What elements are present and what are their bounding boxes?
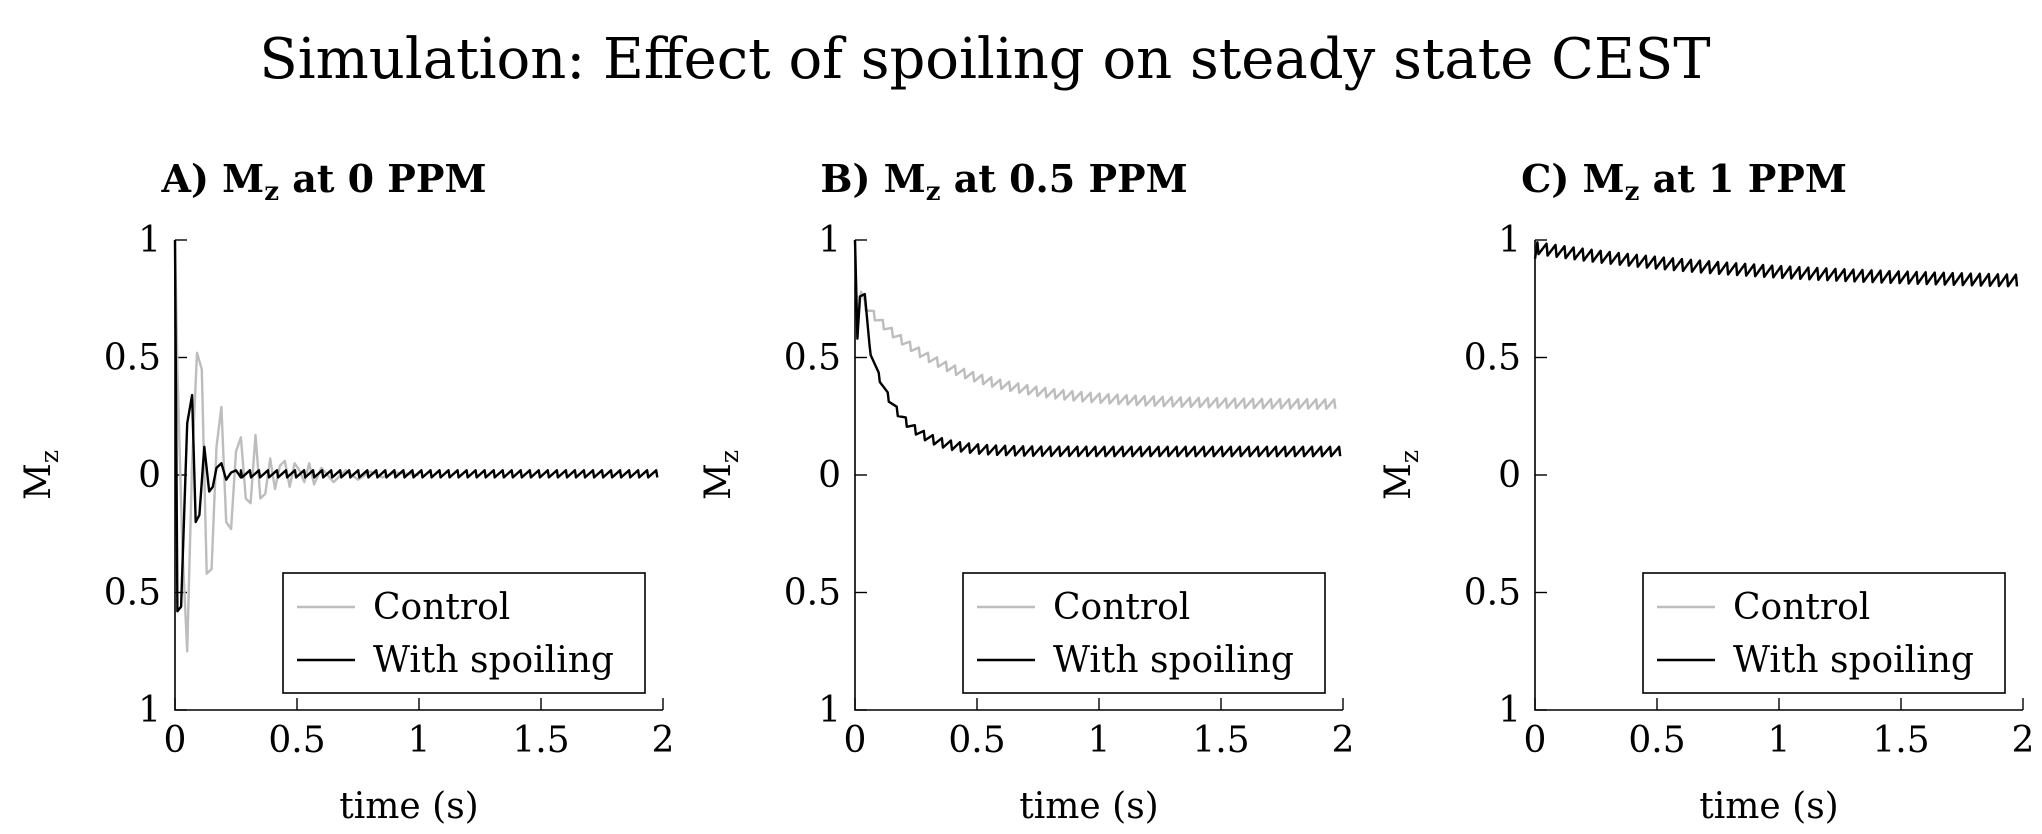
y-tick-label: 1 xyxy=(138,220,161,261)
figure-title: Simulation: Effect of spoiling on steady… xyxy=(259,27,1710,92)
x-tick-label: 2 xyxy=(2012,720,2035,761)
legend-label: Control xyxy=(373,587,510,628)
y-tick-label: 1 xyxy=(1498,220,1521,261)
series-line-control xyxy=(173,239,420,653)
panel-title: A) Mz at 0 PPM xyxy=(160,156,486,207)
x-tick-label: 1.5 xyxy=(1872,720,1929,761)
y-axis-label: Mz xyxy=(698,450,744,500)
y-tick-label: 1 xyxy=(818,220,841,261)
x-tick-label: 0.5 xyxy=(948,720,1005,761)
legend-label: With spoiling xyxy=(373,640,614,681)
y-tick-label: 1 xyxy=(1498,690,1521,731)
legend-box xyxy=(282,572,646,694)
x-tick-label: 0 xyxy=(1524,720,1547,761)
x-tick-label: 0 xyxy=(844,720,867,761)
y-axis-label: Mz xyxy=(18,450,64,500)
x-tick-label: 1 xyxy=(1088,720,1111,761)
series-line-control xyxy=(853,239,1337,410)
legend-box xyxy=(962,572,1326,694)
legend-box xyxy=(1642,572,2006,694)
y-tick-label: 0 xyxy=(1498,455,1521,496)
y-tick-label: 0 xyxy=(138,455,161,496)
legend-label: With spoiling xyxy=(1733,640,1974,681)
x-tick-label: 1.5 xyxy=(1192,720,1249,761)
y-tick-label: 0.5 xyxy=(784,573,841,614)
x-tick-label: 2 xyxy=(652,720,675,761)
legend-label: Control xyxy=(1053,587,1190,628)
x-axis-label: time (s) xyxy=(1019,786,1158,827)
x-axis-label: time (s) xyxy=(339,786,478,827)
y-tick-label: 0.5 xyxy=(104,573,161,614)
legend: Control With spoiling xyxy=(962,572,1326,694)
y-axis-label: Mz xyxy=(1378,450,1424,500)
series-line-with-spoiling xyxy=(1533,241,2019,288)
panel-title: C) Mz at 1 PPM xyxy=(1521,156,1847,207)
y-tick-label: 0.5 xyxy=(784,338,841,379)
y-tick-label: 0.5 xyxy=(104,338,161,379)
y-tick-label: 0 xyxy=(818,455,841,496)
x-tick-label: 1.5 xyxy=(512,720,569,761)
legend-label: With spoiling xyxy=(1053,640,1294,681)
y-tick-label: 0.5 xyxy=(1464,338,1521,379)
x-tick-label: 0 xyxy=(164,720,187,761)
legend-label: Control xyxy=(1733,587,1870,628)
y-tick-label: 0.5 xyxy=(1464,573,1521,614)
y-tick-label: 1 xyxy=(818,690,841,731)
x-tick-label: 0.5 xyxy=(1628,720,1685,761)
x-tick-label: 1 xyxy=(1768,720,1791,761)
panel-title: B) Mz at 0.5 PPM xyxy=(820,156,1187,207)
legend: Control With spoiling xyxy=(1642,572,2006,694)
x-tick-label: 1 xyxy=(408,720,431,761)
legend: Control With spoiling xyxy=(282,572,646,694)
series-line-with-spoiling xyxy=(173,239,659,613)
x-tick-label: 2 xyxy=(1332,720,1355,761)
x-axis-label: time (s) xyxy=(1699,786,1838,827)
series-line-with-spoiling xyxy=(853,239,1342,458)
y-tick-label: 1 xyxy=(138,690,161,731)
x-tick-label: 0.5 xyxy=(268,720,325,761)
